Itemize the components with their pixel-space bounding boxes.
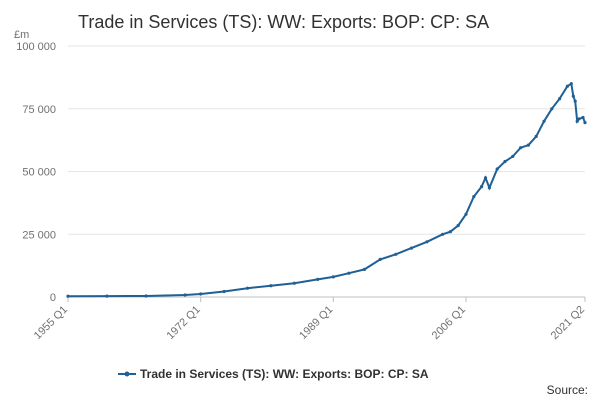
- data-point: [409, 246, 413, 250]
- y-tick-label: 50 000: [22, 167, 56, 179]
- data-point: [394, 252, 398, 256]
- y-axis-unit-label: £m: [14, 29, 29, 41]
- data-point: [105, 294, 109, 298]
- data-point: [581, 115, 585, 120]
- data-point: [480, 185, 484, 189]
- x-tick-label: 1972 Q1: [164, 304, 202, 342]
- x-axis-ticks: 1955 Q1 1972 Q1 1989 Q1 2006 Q1 2021 Q2: [32, 297, 587, 342]
- x-tick-label: 2021 Q2: [549, 304, 587, 342]
- legend-marker-icon: [124, 371, 130, 377]
- data-point: [542, 119, 546, 123]
- x-tick-label: 1989 Q1: [297, 304, 335, 342]
- series-line: [67, 82, 586, 298]
- y-tick-label: 75 000: [22, 104, 56, 116]
- x-tick-label: 2006 Q1: [430, 304, 468, 342]
- y-tick-label: 25 000: [22, 229, 56, 241]
- data-point: [441, 232, 445, 236]
- data-point: [425, 240, 429, 244]
- data-point: [583, 121, 587, 125]
- data-point: [448, 230, 452, 234]
- data-point: [495, 167, 499, 171]
- data-point: [571, 94, 575, 98]
- data-point: [487, 186, 491, 190]
- data-point: [577, 117, 581, 121]
- data-point: [183, 293, 187, 297]
- data-point: [144, 294, 148, 298]
- data-point: [464, 212, 468, 216]
- data-point: [575, 119, 579, 123]
- y-axis-ticks: 0 25 000 50 000 75 000 100 000: [16, 41, 56, 304]
- data-point: [483, 176, 488, 180]
- data-point: [222, 289, 226, 294]
- data-point: [503, 159, 507, 164]
- legend-label: Trade in Services (TS): WW: Exports: BOP…: [140, 367, 429, 381]
- data-point: [66, 294, 70, 298]
- y-tick-label: 100 000: [16, 41, 56, 53]
- data-point: [573, 99, 577, 103]
- source-label: Source:: [547, 383, 588, 397]
- data-point: [511, 154, 515, 158]
- data-point: [519, 146, 523, 150]
- data-point: [245, 286, 250, 290]
- data-point: [331, 275, 335, 279]
- data-point: [526, 143, 531, 147]
- data-point: [316, 277, 320, 281]
- data-point: [456, 223, 460, 228]
- data-point: [558, 97, 562, 101]
- y-tick-label: 0: [50, 292, 56, 304]
- series-points: [66, 82, 587, 298]
- data-point: [362, 267, 367, 271]
- data-point: [292, 281, 296, 285]
- data-point: [550, 107, 554, 111]
- data-point: [199, 292, 203, 296]
- data-point: [347, 271, 351, 275]
- chart-title: Trade in Services (TS): WW: Exports: BOP…: [78, 12, 489, 32]
- data-point: [269, 284, 273, 288]
- data-point: [569, 82, 573, 86]
- legend[interactable]: Trade in Services (TS): WW: Exports: BOP…: [118, 367, 429, 381]
- data-point: [565, 84, 570, 88]
- data-point: [534, 134, 538, 138]
- x-tick-label: 1955 Q1: [32, 304, 70, 342]
- gridlines: [68, 45, 585, 235]
- data-point: [472, 195, 476, 199]
- data-point: [378, 257, 382, 261]
